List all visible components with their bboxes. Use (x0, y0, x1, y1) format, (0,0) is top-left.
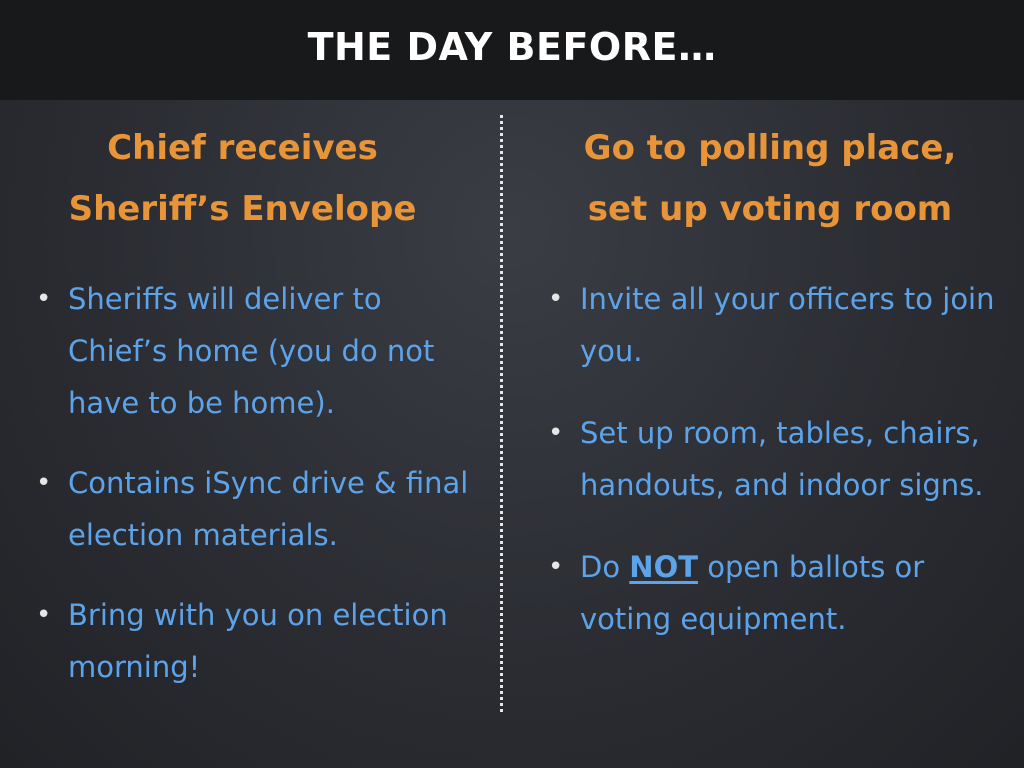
bullet-text: Sheriffs will deliver to Chief’s home (y… (68, 282, 435, 420)
bullet-marker: • (548, 284, 564, 314)
right-bullet-list: • Invite all your officers to join you. … (544, 273, 1014, 645)
left-heading-line-1: Chief receives (107, 128, 378, 168)
bullet-marker: • (548, 552, 564, 582)
left-column: Chief receives Sheriff’s Envelope • Sher… (20, 118, 468, 684)
right-heading-line-2: set up voting room (587, 189, 953, 229)
bullet-marker: • (36, 600, 52, 630)
list-item: • Set up room, tables, chairs, handouts,… (544, 407, 1014, 511)
bullet-text: Bring with you on election morning! (68, 598, 448, 684)
left-bullet-list: • Sheriffs will deliver to Chief’s home … (32, 273, 472, 693)
list-item: • Do NOT open ballots or voting equipmen… (544, 541, 1014, 645)
column-divider (500, 115, 503, 712)
left-heading-line-2: Sheriff’s Envelope (68, 189, 417, 229)
bullet-text: Do NOT open ballots or voting equipment. (580, 550, 924, 636)
list-item: • Contains iSync drive & final election … (32, 457, 472, 561)
title-bar: THE DAY BEFORE… (0, 0, 1024, 100)
bullet-text: Set up room, tables, chairs, handouts, a… (580, 416, 984, 502)
emphasis-not: NOT (629, 550, 699, 584)
right-column-heading: Go to polling place, set up voting room (530, 118, 1010, 240)
bullet-text: Invite all your officers to join you. (580, 282, 995, 368)
bullet-text: Contains iSync drive & final election ma… (68, 466, 469, 552)
bullet-marker: • (548, 418, 564, 448)
bullet-marker: • (36, 284, 52, 314)
bullet-text-prefix: Do (580, 550, 630, 584)
left-column-heading: Chief receives Sheriff’s Envelope (20, 118, 465, 240)
list-item: • Bring with you on election morning! (32, 589, 472, 693)
list-item: • Sheriffs will deliver to Chief’s home … (32, 273, 472, 429)
list-item: • Invite all your officers to join you. (544, 273, 1014, 377)
right-column: Go to polling place, set up voting room … (530, 118, 1010, 636)
bullet-text-suffix: open ballots or voting equipment. (580, 550, 925, 636)
slide-title: THE DAY BEFORE… (307, 25, 717, 69)
bullet-marker: • (36, 468, 52, 498)
right-heading-line-1: Go to polling place, (583, 128, 957, 168)
